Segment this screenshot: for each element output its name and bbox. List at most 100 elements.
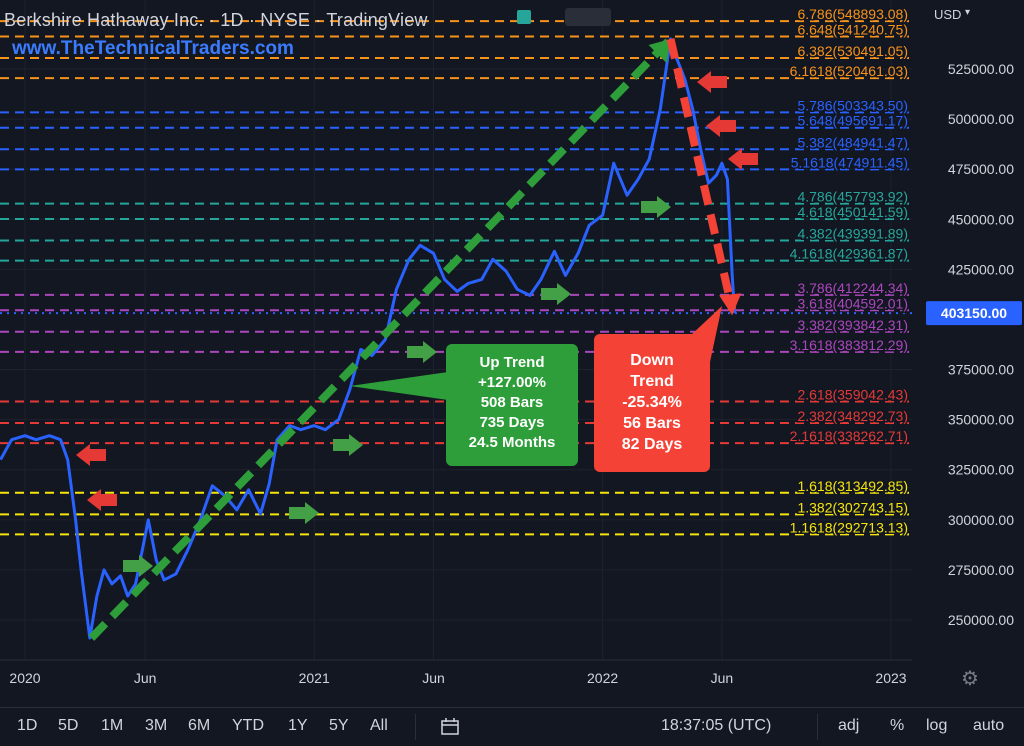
- price-chart[interactable]: Up Trend +127.00% 508 Bars 735 Days 24.5 Mon…: [0, 0, 1024, 707]
- last-price-badge: [926, 301, 1022, 326]
- price-tick-label: 275000.00: [948, 562, 1014, 578]
- time-tick-label: Jun: [422, 670, 445, 686]
- auto-toggle[interactable]: auto: [973, 717, 1005, 734]
- price-tick-label: 300000.00: [948, 512, 1014, 528]
- toolbar-divider: [415, 714, 416, 740]
- up-trend-callout-pointer: [350, 372, 448, 400]
- gear-icon[interactable]: ⚙: [961, 668, 979, 690]
- time-tick-label: 2021: [299, 670, 330, 686]
- price-tick-label: 500000.00: [948, 111, 1014, 127]
- bottom-toolbar: 1D 5D 1M 3M 6M YTD 1Y 5Y All 18:37:05 (U…: [0, 707, 1024, 746]
- last-price-label: 403150.00: [941, 305, 1007, 321]
- timeframe-1m[interactable]: 1M: [101, 717, 124, 734]
- fib-level-label: 4.618(450141.59): [797, 204, 908, 220]
- fib-level-label: 1.382(302743.15): [797, 499, 908, 515]
- fib-level-label: 5.648(495691.17): [797, 113, 908, 129]
- fib-level-label: 5.786(503343.50): [797, 97, 908, 113]
- time-tick-label: 2022: [587, 670, 618, 686]
- chart-title: Berkshire Hathaway Inc. · 1D · NYSE · Tr…: [4, 10, 428, 30]
- fib-level-label: 2.382(348292.73): [797, 408, 908, 424]
- up-trend-line: [88, 36, 674, 641]
- fib-level-label: 6.786(548893.08): [797, 6, 908, 22]
- fib-level-label: 6.648(541240.75): [797, 21, 908, 37]
- time-tick-label: Jun: [134, 670, 157, 686]
- fib-level-label: 1.618(313492.85): [797, 478, 908, 494]
- timeframe-all[interactable]: All: [370, 717, 388, 734]
- time-tick-label: 2023: [875, 670, 906, 686]
- fib-level-label: 6.1618(520461.03): [790, 63, 908, 79]
- down-trend-callout-text: -25.34%: [622, 394, 682, 411]
- price-tick-label: 425000.00: [948, 261, 1014, 277]
- time-tick-label: 2020: [9, 670, 40, 686]
- price-axis: 525000.00 500000.00 475000.00 450000.00 4250…: [912, 0, 1024, 707]
- down-trend-callout: [594, 334, 710, 472]
- price-tick-label: 325000.00: [948, 462, 1014, 478]
- price-tick-label: 250000.00: [948, 612, 1014, 628]
- support-arrow-icon: [289, 502, 319, 524]
- timeframe-ytd[interactable]: YTD: [232, 717, 264, 734]
- price-axis-background: [912, 0, 1024, 707]
- fib-level-label: 3.1618(383812.29): [790, 337, 908, 353]
- up-trend-callout-text: 735 Days: [479, 414, 544, 431]
- percent-toggle[interactable]: %: [890, 717, 905, 734]
- timeframe-6m[interactable]: 6M: [188, 717, 211, 734]
- down-trend-line: [666, 38, 737, 311]
- resistance-arrow-icon: [728, 148, 758, 170]
- fib-level-label: 2.618(359042.43): [797, 387, 908, 403]
- down-trend-arrowhead: [719, 293, 742, 316]
- currency-label[interactable]: USD: [934, 7, 962, 22]
- timeframe-1d[interactable]: 1D: [17, 717, 38, 734]
- timeframe-3m[interactable]: 3M: [145, 717, 168, 734]
- price-tick-label: 475000.00: [948, 161, 1014, 177]
- down-trend-callout-pointer: [690, 306, 722, 362]
- toolbar-divider: [817, 714, 818, 740]
- fib-level-label: 3.786(412244.34): [797, 280, 908, 296]
- log-toggle[interactable]: log: [926, 717, 948, 734]
- market-open-badge: [517, 10, 531, 24]
- timeframe-5y[interactable]: 5Y: [329, 717, 349, 734]
- fib-level-label: 4.1618(429361.87): [790, 246, 908, 262]
- fib-level-label: 1.1618(292713.13): [790, 519, 908, 535]
- utc-clock[interactable]: 18:37:05 (UTC): [661, 717, 772, 734]
- visibility-toggle[interactable]: [565, 8, 611, 26]
- resistance-arrow-icon: [697, 71, 727, 93]
- down-trend-callout-text: Trend: [630, 373, 674, 390]
- fib-level-label: 4.382(439391.89): [797, 226, 908, 242]
- up-trend-callout: [446, 344, 578, 466]
- resistance-arrow-icon: [76, 444, 106, 466]
- support-arrow-icon: [123, 555, 153, 577]
- support-arrow-icon: [407, 341, 437, 363]
- support-arrow-icon: [333, 434, 363, 456]
- down-trend-callout-text: 82 Days: [622, 436, 683, 453]
- adj-toggle[interactable]: adj: [838, 717, 860, 734]
- down-trend-callout-text: Down: [630, 352, 674, 369]
- down-trend-callout-text: 56 Bars: [623, 415, 681, 432]
- fib-level-label: 3.618(404592.01): [797, 295, 908, 311]
- time-axis: 2020 Jun 2021 Jun 2022 Jun 2023: [0, 659, 912, 686]
- fib-level-label: 5.1618(474911.45): [791, 154, 908, 170]
- up-trend-arrowhead: [648, 38, 671, 63]
- up-trend-callout-text: +127.00%: [478, 374, 546, 391]
- date-range-icon[interactable]: [440, 717, 462, 742]
- up-trend-callout-text: 508 Bars: [481, 394, 544, 411]
- fib-level-label: 3.382(393842.31): [797, 317, 908, 333]
- resistance-arrow-icon: [706, 115, 736, 137]
- price-tick-label: 375000.00: [948, 362, 1014, 378]
- fib-level-label: 4.786(457793.92): [797, 189, 908, 205]
- price-tick-label: 525000.00: [948, 61, 1014, 77]
- timeframe-5d[interactable]: 5D: [58, 717, 79, 734]
- up-trend-callout-text: Up Trend: [479, 354, 544, 371]
- up-trend-callout-text: 24.5 Months: [469, 434, 556, 451]
- time-tick-label: Jun: [711, 670, 734, 686]
- support-arrow-icon: [641, 196, 671, 218]
- fib-level-label: 5.382(484941.47): [797, 134, 908, 150]
- fib-level-label: 2.1618(338262.71): [790, 428, 908, 444]
- website-label: www.TheTechnicalTraders.com: [12, 38, 294, 59]
- support-arrow-icon: [541, 283, 571, 305]
- timeframe-1y[interactable]: 1Y: [288, 717, 308, 734]
- price-tick-label: 350000.00: [948, 412, 1014, 428]
- resistance-arrow-icon: [87, 489, 117, 511]
- price-tick-label: 450000.00: [948, 211, 1014, 227]
- chevron-down-icon[interactable]: ▾: [965, 7, 971, 18]
